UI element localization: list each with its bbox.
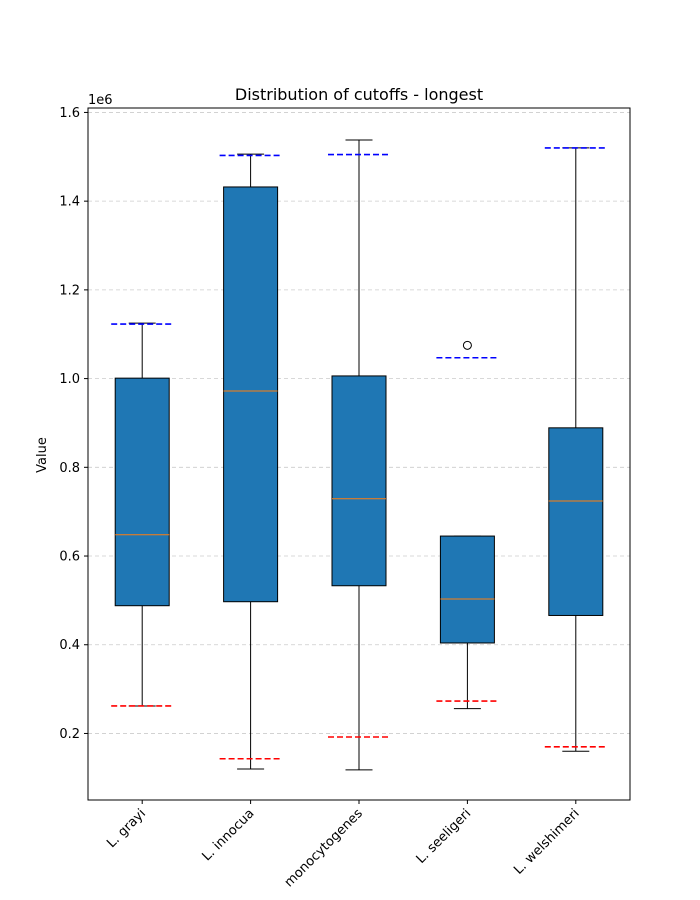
x-tick-label: monocytogenes	[282, 806, 366, 890]
box-iqr	[114, 377, 170, 607]
x-tick-label: L. welshimeri	[511, 806, 582, 877]
box-iqr	[331, 375, 387, 587]
y-axis-label: Value	[35, 437, 50, 473]
y-tick-label: 1.4	[59, 195, 80, 210]
x-tick-label: L. seeligeri	[414, 806, 475, 867]
y-axis-multiplier: 1e6	[88, 93, 113, 108]
y-tick-label: 1.2	[59, 283, 80, 298]
box-iqr	[223, 186, 279, 603]
y-tick-label: 1.0	[59, 372, 80, 387]
outlier-point	[462, 340, 472, 350]
chart-title: Distribution of cutoffs - longest	[235, 85, 483, 104]
y-tick-label: 0.6	[59, 550, 80, 565]
box-iqr	[439, 535, 495, 644]
y-tick-label: 0.2	[59, 727, 80, 742]
x-tick-label: L. grayi	[104, 806, 149, 851]
marks-layer	[111, 139, 607, 771]
box-iqr	[548, 427, 604, 616]
x-tick-label: L. innocua	[200, 806, 258, 864]
y-tick-label: 0.8	[59, 461, 80, 476]
y-tick-label: 0.4	[59, 638, 80, 653]
grid-layer	[88, 112, 630, 734]
y-tick-label: 1.6	[59, 106, 80, 121]
